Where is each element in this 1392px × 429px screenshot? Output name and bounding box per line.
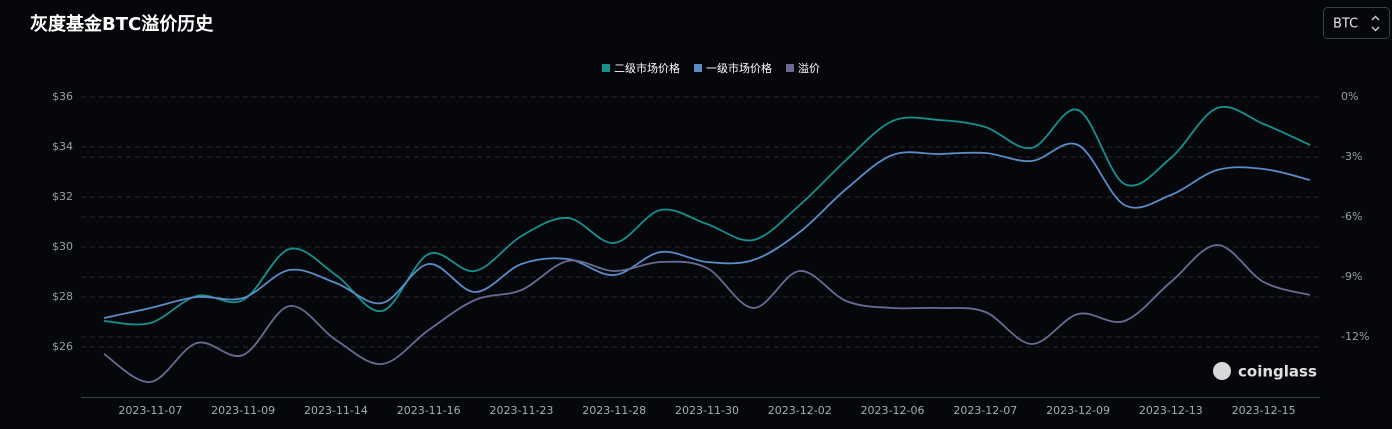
series-line bbox=[103, 244, 1311, 383]
legend-swatch bbox=[694, 64, 702, 72]
x-tick-label: 2023-11-30 bbox=[675, 404, 739, 417]
y2-tick-label: -6% bbox=[1341, 210, 1362, 223]
legend-item: 一级市场价格 bbox=[694, 61, 772, 75]
series-line bbox=[103, 142, 1311, 319]
legend-label: 一级市场价格 bbox=[706, 61, 772, 75]
y2-tick-label: -3% bbox=[1341, 150, 1362, 163]
selector-box[interactable] bbox=[1323, 7, 1390, 39]
watermark: coinglass bbox=[1213, 362, 1317, 381]
x-tick-label: 2023-12-02 bbox=[768, 404, 832, 417]
y2-tick-label: -12% bbox=[1341, 330, 1369, 343]
y2-tick-label: 0% bbox=[1341, 90, 1358, 103]
legend-item: 二级市场价格 bbox=[602, 61, 680, 75]
x-tick-label: 2023-11-09 bbox=[211, 404, 275, 417]
legend: 二级市场价格 一级市场价格 溢价 bbox=[602, 61, 820, 75]
selector-chevron bbox=[1371, 15, 1380, 32]
legend-label: 溢价 bbox=[798, 61, 820, 75]
x-tick-label: 2023-12-15 bbox=[1232, 404, 1296, 417]
legend-swatch bbox=[786, 64, 794, 72]
legend-item: 溢价 bbox=[786, 61, 820, 75]
x-tick-label: 2023-11-16 bbox=[397, 404, 461, 417]
x-tick-label: 2023-12-13 bbox=[1139, 404, 1203, 417]
x-tick-label: 2023-11-14 bbox=[304, 404, 368, 417]
x-tick-label: 2023-11-28 bbox=[582, 404, 646, 417]
y-tick-label: $32 bbox=[52, 190, 73, 203]
selector-label[interactable]: BTC bbox=[1333, 17, 1358, 32]
x-tick-label: 2023-12-06 bbox=[861, 404, 925, 417]
x-tick-label: 2023-11-23 bbox=[489, 404, 553, 417]
y-tick-label: $30 bbox=[52, 240, 73, 253]
y-tick-label: $36 bbox=[52, 90, 73, 103]
legend-swatch bbox=[602, 64, 610, 72]
y-tick-label: $26 bbox=[52, 340, 73, 353]
x-tick-label: 2023-11-07 bbox=[118, 404, 182, 417]
watermark-text: coinglass bbox=[1238, 363, 1317, 381]
x-tick-label: 2023-12-07 bbox=[953, 404, 1017, 417]
y2-tick-label: -9% bbox=[1341, 270, 1362, 283]
legend-label: 二级市场价格 bbox=[614, 61, 680, 75]
series-line bbox=[103, 105, 1311, 326]
selector[interactable]: BTC bbox=[1323, 7, 1390, 39]
y-tick-label: $28 bbox=[52, 290, 73, 303]
chart-title: 灰度基金BTC溢价历史 bbox=[30, 13, 214, 35]
x-tick-label: 2023-12-09 bbox=[1046, 404, 1110, 417]
y-tick-label: $34 bbox=[52, 140, 73, 153]
watermark-icon bbox=[1213, 362, 1231, 380]
